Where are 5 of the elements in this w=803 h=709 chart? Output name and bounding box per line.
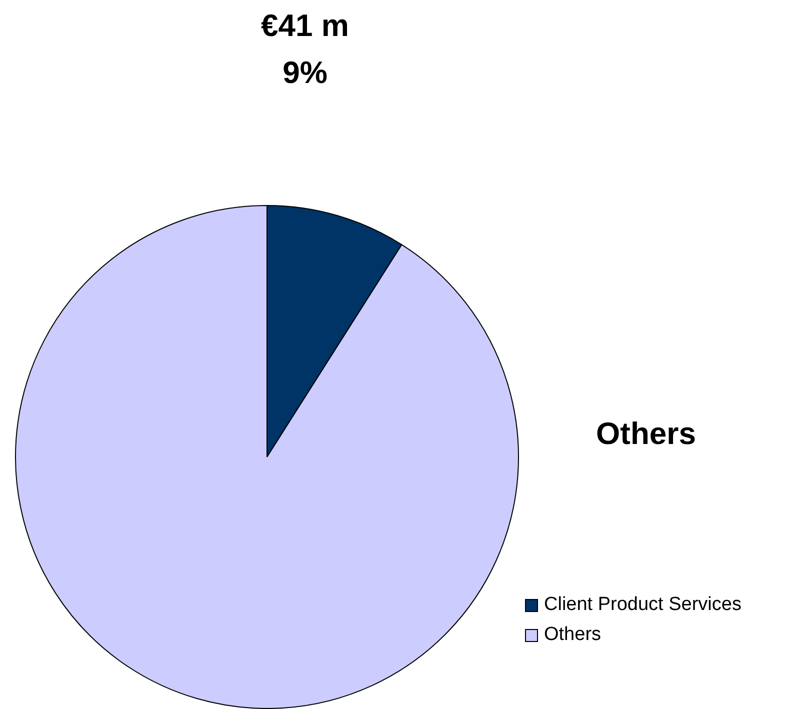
legend-label: Others — [544, 624, 602, 646]
text: Others — [596, 416, 696, 452]
text: 9% — [282, 55, 328, 91]
text: €41 m — [261, 8, 349, 44]
legend-label: Client Product Services — [544, 594, 742, 616]
